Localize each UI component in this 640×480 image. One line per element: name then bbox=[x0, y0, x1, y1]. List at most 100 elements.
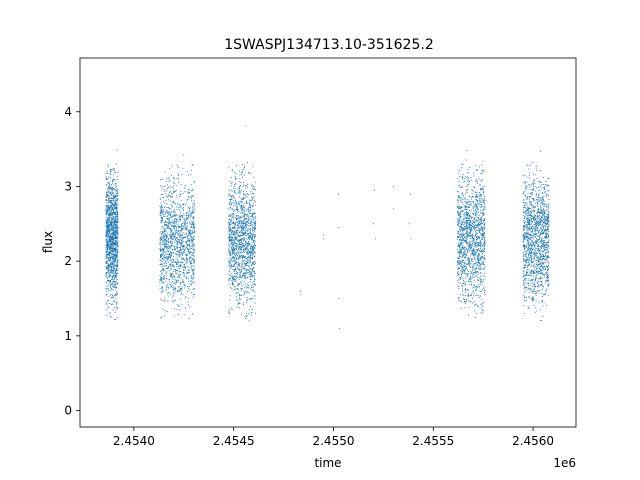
data-point bbox=[458, 297, 460, 299]
data-point bbox=[112, 255, 114, 258]
data-point bbox=[165, 243, 167, 245]
data-point bbox=[458, 237, 460, 239]
data-point bbox=[189, 234, 191, 236]
data-point bbox=[106, 261, 108, 263]
data-point bbox=[483, 202, 485, 204]
data-point bbox=[159, 243, 161, 245]
data-point bbox=[108, 212, 110, 214]
data-point bbox=[237, 232, 239, 235]
data-point bbox=[481, 253, 483, 255]
data-point bbox=[243, 193, 245, 195]
data-point bbox=[173, 177, 175, 180]
data-point bbox=[241, 282, 243, 284]
data-point bbox=[111, 293, 113, 296]
data-point bbox=[477, 197, 479, 199]
data-point bbox=[114, 239, 116, 241]
data-point bbox=[465, 284, 467, 286]
data-point bbox=[115, 294, 117, 296]
data-point bbox=[178, 275, 180, 277]
data-point bbox=[237, 255, 239, 257]
data-point bbox=[114, 264, 116, 267]
data-point bbox=[462, 213, 464, 215]
data-point bbox=[188, 251, 190, 253]
data-point bbox=[484, 276, 486, 278]
data-point bbox=[106, 314, 108, 316]
data-point bbox=[163, 214, 165, 216]
data-point bbox=[230, 267, 232, 269]
data-point bbox=[229, 204, 231, 206]
data-point bbox=[190, 276, 192, 278]
data-point bbox=[481, 262, 483, 264]
data-point bbox=[181, 173, 183, 176]
data-point bbox=[170, 273, 173, 275]
data-point bbox=[105, 226, 107, 228]
data-point bbox=[235, 260, 237, 262]
data-point bbox=[461, 263, 463, 266]
data-point bbox=[474, 258, 476, 260]
data-point bbox=[235, 236, 237, 238]
data-point bbox=[105, 250, 107, 252]
data-point bbox=[115, 202, 117, 204]
data-point bbox=[458, 181, 460, 183]
data-point bbox=[161, 316, 163, 318]
data-point bbox=[106, 250, 108, 252]
data-point bbox=[247, 252, 249, 254]
data-point bbox=[240, 246, 242, 248]
data-point bbox=[192, 188, 194, 190]
data-point bbox=[176, 308, 178, 310]
data-point bbox=[116, 265, 118, 268]
data-point bbox=[110, 264, 113, 266]
data-point bbox=[459, 268, 461, 270]
data-point bbox=[467, 178, 469, 180]
data-point bbox=[467, 227, 469, 229]
data-point bbox=[111, 220, 113, 222]
data-point bbox=[185, 217, 188, 219]
data-point bbox=[183, 154, 185, 156]
data-point bbox=[172, 216, 174, 218]
data-point bbox=[165, 225, 167, 227]
data-point bbox=[166, 196, 169, 198]
data-point bbox=[228, 271, 230, 273]
data-point bbox=[187, 259, 189, 261]
data-point bbox=[238, 307, 240, 309]
data-point bbox=[240, 249, 243, 251]
data-point bbox=[116, 292, 118, 295]
data-point bbox=[240, 201, 243, 203]
data-point bbox=[188, 232, 190, 234]
data-point bbox=[178, 246, 180, 248]
data-point bbox=[456, 223, 459, 225]
data-point bbox=[116, 190, 118, 192]
data-point bbox=[175, 269, 177, 271]
data-point bbox=[112, 179, 114, 181]
data-point bbox=[187, 215, 190, 217]
data-point bbox=[192, 294, 194, 296]
data-point bbox=[187, 304, 189, 306]
data-point bbox=[107, 224, 109, 226]
data-point bbox=[115, 204, 118, 206]
data-point bbox=[159, 249, 162, 251]
data-point bbox=[252, 216, 254, 218]
data-point bbox=[164, 185, 166, 187]
data-point bbox=[169, 258, 171, 260]
data-point bbox=[250, 268, 252, 270]
data-point bbox=[482, 190, 484, 192]
data-point bbox=[239, 220, 241, 222]
data-point bbox=[109, 250, 111, 252]
data-point bbox=[164, 298, 166, 301]
data-point bbox=[254, 225, 256, 228]
data-point bbox=[193, 212, 195, 214]
data-point bbox=[253, 261, 255, 264]
data-point bbox=[168, 191, 171, 193]
data-point bbox=[247, 213, 249, 215]
data-point bbox=[179, 294, 181, 296]
data-point bbox=[463, 294, 465, 296]
data-point bbox=[479, 220, 481, 223]
data-point bbox=[193, 182, 195, 184]
data-point bbox=[179, 289, 181, 291]
data-point bbox=[193, 277, 195, 279]
data-point bbox=[110, 235, 112, 237]
data-point bbox=[114, 231, 116, 233]
data-point bbox=[189, 256, 191, 258]
data-point bbox=[110, 197, 112, 199]
data-point bbox=[472, 268, 474, 270]
